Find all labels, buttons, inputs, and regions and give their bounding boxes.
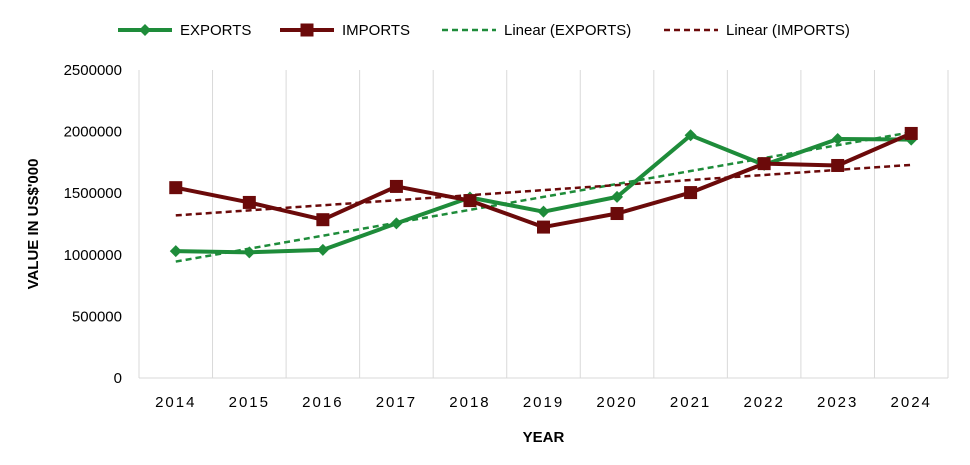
y-tick-label: 500000 [72,308,122,325]
legend-item-exports: EXPORTS [118,22,251,39]
data-point-exports [243,246,256,259]
y-tick-label: 1500000 [64,185,122,202]
x-tick-label: 2019 [523,394,564,411]
y-tick-label: 1000000 [64,247,122,264]
y-tick-label: 0 [114,370,122,387]
x-tick-label: 2022 [743,394,784,411]
x-axis-title: YEAR [523,429,565,446]
x-tick-label: 2015 [229,394,270,411]
legend-label: IMPORTS [342,22,410,39]
data-point-imports [610,207,624,221]
legend: EXPORTS IMPORTS Linear (EXPORTS) Linear (IM… [118,22,850,39]
data-point-exports [169,245,182,258]
data-point-imports [463,194,477,208]
legend-item-linear-exports: Linear (EXPORTS) [442,22,631,39]
x-tick-label: 2020 [596,394,637,411]
data-point-exports [831,132,844,145]
legend-item-linear-imports: Linear (IMPORTS) [664,22,850,39]
axes: 0 500000 1000000 1500000 2000000 2500000 2014 2… [64,62,948,411]
series-line-linear-exports [175,130,912,263]
data-point-imports [389,179,403,193]
x-tick-label: 2016 [302,394,343,411]
legend-label: Linear (EXPORTS) [504,22,631,39]
data-point-exports [611,190,624,203]
data-point-imports [537,220,550,234]
data-point-imports [684,186,698,200]
x-tick-label: 2014 [155,394,196,411]
data-point-imports [316,213,330,227]
x-tick-label: 2023 [817,394,858,411]
data-point-imports [831,158,845,172]
series-line-linear-imports [175,163,912,217]
data-point-imports [242,195,256,209]
x-tick-label: 2018 [449,394,490,411]
data-point-exports [684,129,697,142]
data-point-exports [537,205,550,218]
legend-item-imports: IMPORTS [280,22,410,39]
gridlines [138,70,949,378]
y-tick-label: 2500000 [64,62,122,79]
series-markers [169,126,918,259]
data-point-imports [757,157,771,171]
data-point-imports [904,126,918,140]
data-point-imports [169,181,183,195]
data-point-exports [390,217,403,230]
y-tick-label: 2000000 [64,124,122,141]
legend-marker [300,23,314,37]
x-tick-label: 2017 [376,394,417,411]
legend-marker [139,24,151,36]
x-tick-label: 2024 [891,394,932,411]
x-tick-label: 2021 [670,394,711,411]
y-axis-title: VALUE IN US$'000 [25,159,42,290]
legend-label: EXPORTS [180,22,251,39]
legend-label: Linear (IMPORTS) [726,22,850,39]
data-point-exports [316,243,329,256]
